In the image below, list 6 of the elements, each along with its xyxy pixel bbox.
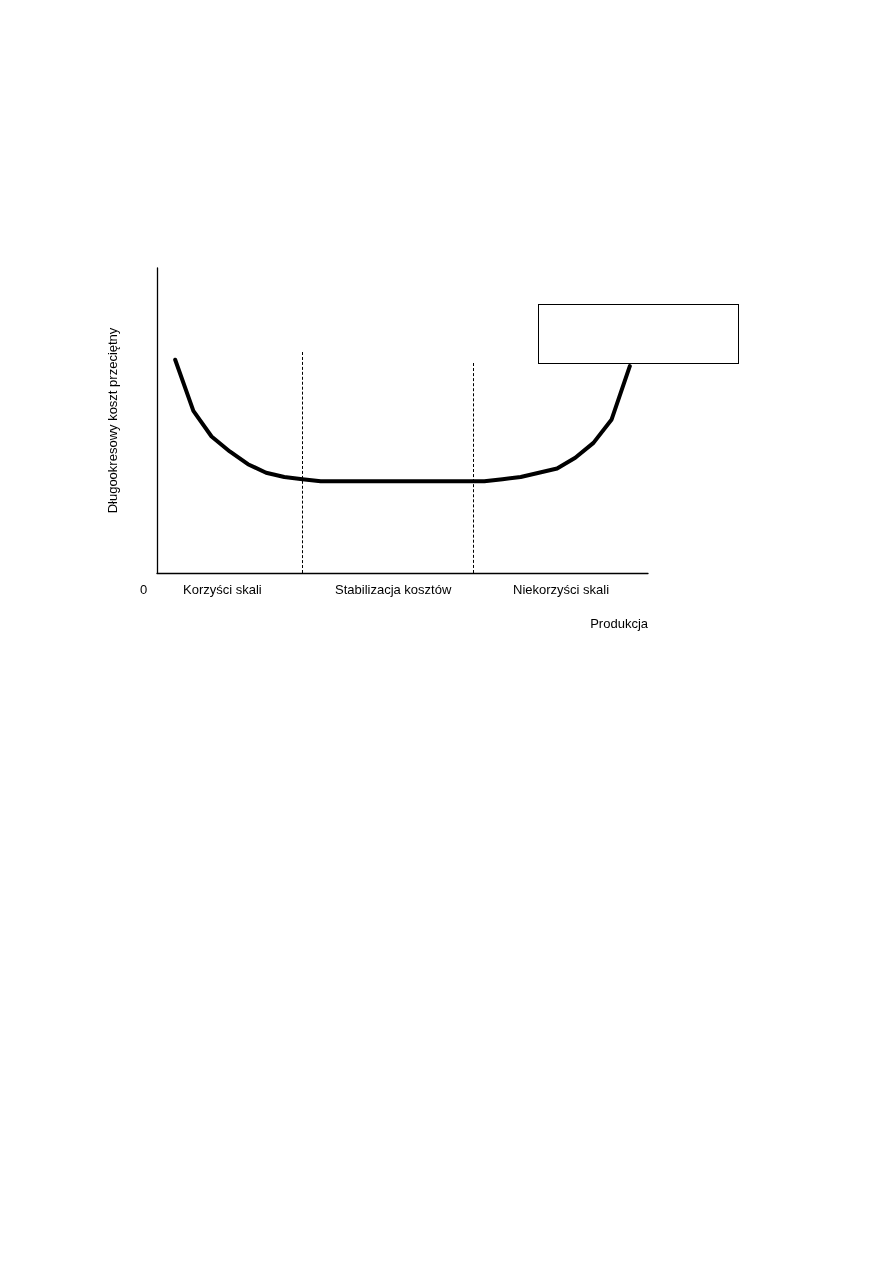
y-axis-title: Długookresowy koszt przeciętny [105,327,120,514]
x-axis-title: Produkcja [590,616,649,631]
text: Niekorzyści skali [513,582,610,597]
text: 0 [140,582,148,597]
text: Stabilizacja kosztów [335,582,452,597]
text: Korzyści skali [183,582,262,597]
